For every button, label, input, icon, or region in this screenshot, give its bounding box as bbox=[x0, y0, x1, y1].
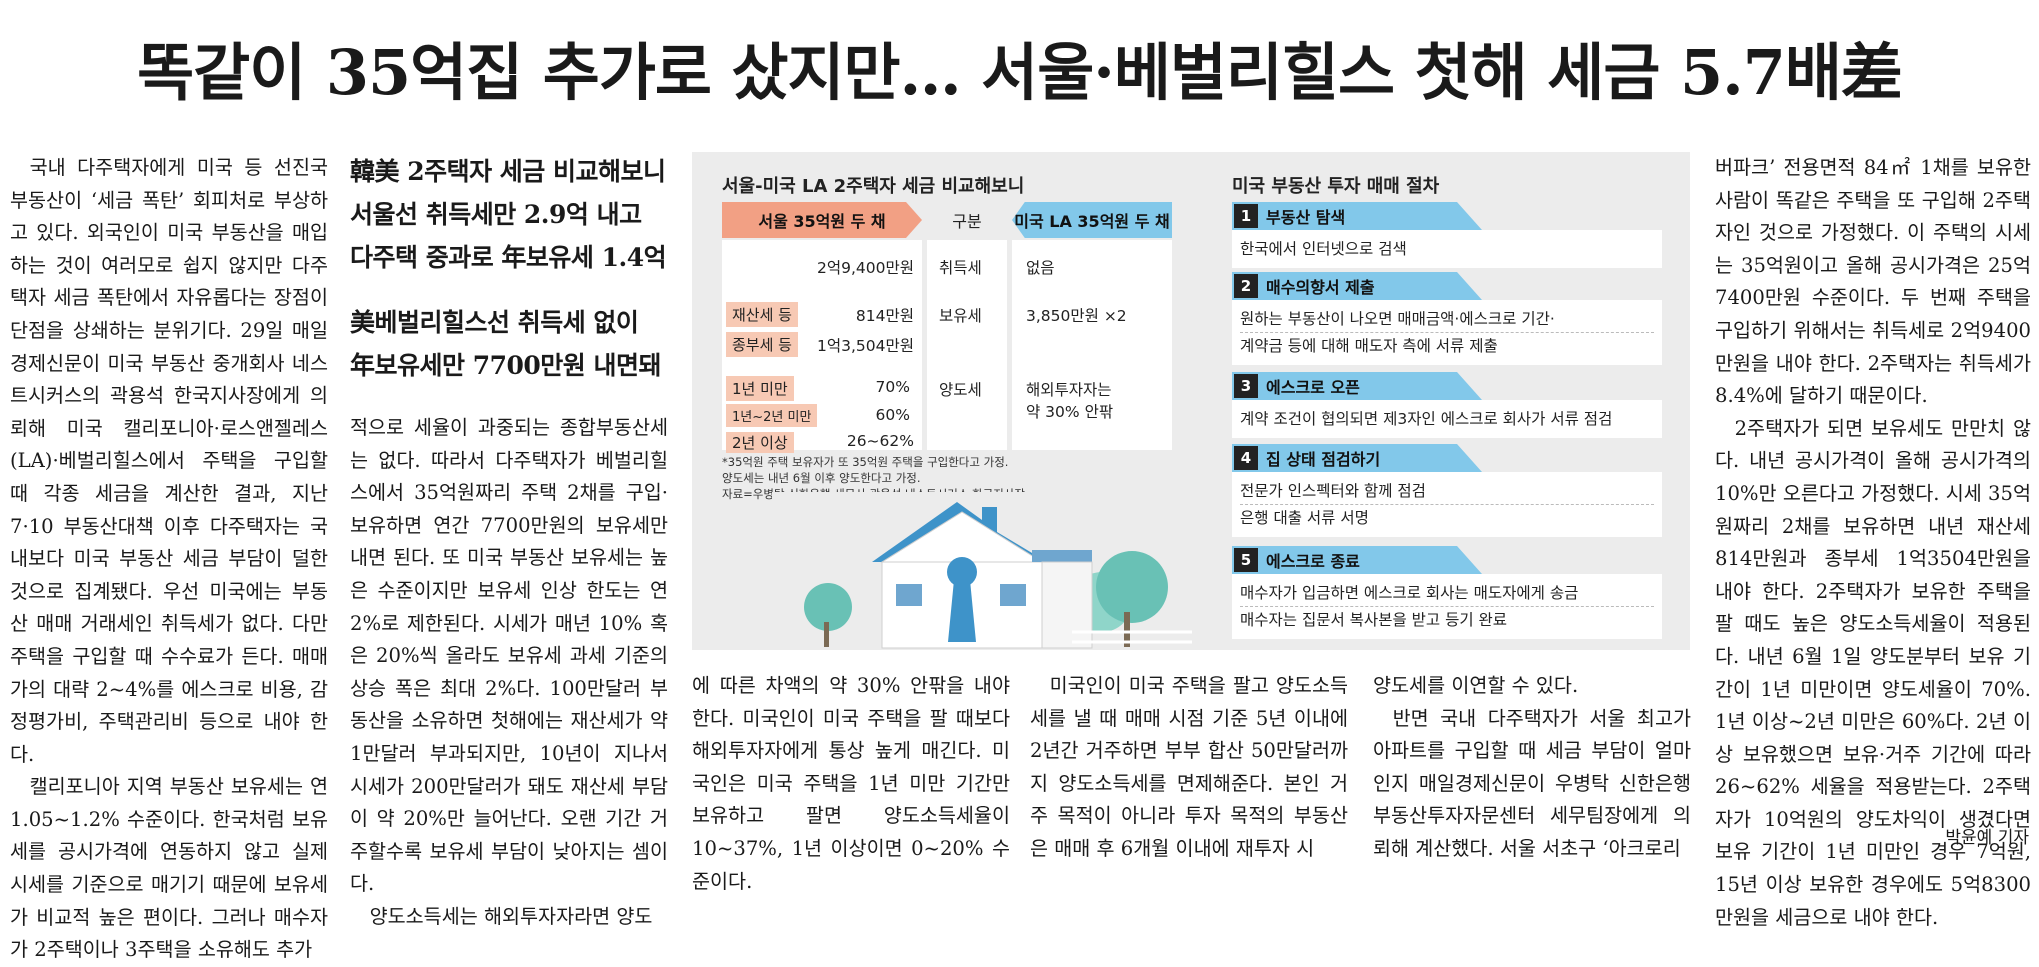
paragraph: 반면 국내 다주택자가 서울 최고가 아파트를 구입할 때 세금 부담이 얼마인… bbox=[1373, 706, 1691, 860]
subhead-line: 韓美 2주택자 세금 비교해보니 bbox=[350, 157, 666, 186]
note-line: *35억원 주택 보유자가 또 35억원 주택을 구입한다고 가정. bbox=[722, 455, 1009, 469]
category-panel: 취득세 보유세 양도세 bbox=[927, 240, 1007, 450]
row-acquisition: 취득세 bbox=[939, 259, 982, 277]
step-line: 원하는 부동산이 나오면 매매금액·에스크로 기간· bbox=[1240, 306, 1654, 333]
seoul-rate-1-2y: 60% bbox=[875, 406, 910, 424]
paragraph: 에 따른 차액의 약 30% 안팎을 내야 한다. 미국인이 미국 주택을 팔 … bbox=[692, 674, 1010, 893]
step-2-body: 원하는 부동산이 나오면 매매금액·에스크로 기간· 계약금 등에 대해 매도자… bbox=[1232, 300, 1662, 365]
step-title: 부동산 탐색 bbox=[1266, 208, 1346, 227]
seoul-comprehensive-tax: 1억3,504만원 bbox=[816, 337, 914, 355]
seoul-rate-over-2y: 26~62% bbox=[846, 432, 914, 450]
paragraph: 캘리포니아 지역 부동산 보유세는 연 1.05~1.2% 수준이다. 한국처럼… bbox=[10, 775, 328, 962]
paragraph: 2주택자가 되면 보유세도 만만치 않다. 내년 공시가격이 올해 공시가격의 … bbox=[1715, 416, 2031, 929]
subhead-line: 年보유세만 7700만원 내면돼 bbox=[350, 351, 662, 380]
step-number: 5 bbox=[1234, 548, 1258, 572]
article-column-2: 적으로 세율이 과중되는 종합부동산세는 없다. 따라서 다주택자가 베벌리힐스… bbox=[350, 412, 668, 934]
step-5-header: 5 에스크로 종료 bbox=[1232, 546, 1482, 574]
step-3-header: 3 에스크로 오픈 bbox=[1232, 372, 1482, 400]
step-4-header: 4 집 상태 점검하기 bbox=[1232, 444, 1482, 472]
la-acquisition-tax: 없음 bbox=[1026, 259, 1055, 277]
byline: 박윤예 기자 bbox=[1945, 828, 2029, 848]
la-transfer-tax-2: 약 30% 안팎 bbox=[1026, 403, 1114, 421]
article-column-3: 에 따른 차액의 약 30% 안팎을 내야 한다. 미국인이 미국 주택을 팔 … bbox=[692, 670, 1010, 898]
step-line: 계약금 등에 대해 매도자 측에 서류 제출 bbox=[1240, 337, 1498, 355]
article-column-5: 양도세를 이연할 수 있다. 반면 국내 다주택자가 서울 최고가 아파트를 구… bbox=[1373, 670, 1691, 866]
step-line: 매수자는 집문서 복사본을 받고 등기 완료 bbox=[1240, 611, 1508, 629]
row-transfer: 양도세 bbox=[939, 381, 982, 399]
subhead-line: 다주택 중과로 年보유세 1.4억 bbox=[350, 243, 667, 272]
article-column-6: 버파크’ 전용면적 84㎡ 1채를 보유한 사람이 똑같은 주택을 또 구입해 … bbox=[1715, 152, 2031, 934]
tag-property-tax: 재산세 등 bbox=[726, 302, 798, 327]
graphic-title-right: 미국 부동산 투자 매매 절차 bbox=[1232, 176, 1440, 197]
headline: 똑같이 35억집 추가로 샀지만… 서울·베벌리힐스 첫해 세금 5.7배差 bbox=[137, 36, 1903, 109]
step-number: 1 bbox=[1234, 204, 1258, 228]
step-title: 에스크로 종료 bbox=[1266, 552, 1360, 571]
step-title: 매수의향서 제출 bbox=[1266, 278, 1375, 297]
article-column-1: 국내 다주택자에게 미국 등 선진국 부동산이 ‘세금 폭탄’ 회피처로 부상하… bbox=[10, 152, 328, 967]
step-title: 에스크로 오픈 bbox=[1266, 378, 1360, 397]
step-title: 집 상태 점검하기 bbox=[1266, 450, 1381, 469]
paragraph: 미국인이 미국 주택을 팔고 양도소득세를 낼 때 매매 시점 기준 5년 이내… bbox=[1030, 674, 1348, 860]
seoul-property-tax: 814만원 bbox=[855, 307, 914, 325]
la-panel: 없음 3,850만원 ×2 해외투자자는 약 30% 안팎 bbox=[1012, 240, 1172, 450]
step-line: 계약 조건이 협의되면 제3자인 에스크로 회사가 서류 점검 bbox=[1240, 410, 1613, 428]
paragraph: 양도소득세는 해외투자자라면 양도 bbox=[369, 904, 653, 928]
subhead-line: 서울선 취득세만 2.9억 내고 bbox=[350, 200, 642, 229]
step-line: 전문가 인스펙터와 함께 점검 bbox=[1240, 478, 1654, 505]
row-holding: 보유세 bbox=[939, 307, 982, 325]
step-number: 3 bbox=[1234, 374, 1258, 398]
house-illustration bbox=[772, 492, 1192, 650]
subheadline: 韓美 2주택자 세금 비교해보니 서울선 취득세만 2.9억 내고 다주택 중과… bbox=[350, 150, 680, 387]
la-holding-tax: 3,850만원 ×2 bbox=[1026, 307, 1127, 325]
step-3-body: 계약 조건이 협의되면 제3자인 에스크로 회사가 서류 점검 bbox=[1232, 400, 1662, 438]
tag-comprehensive-tax: 종부세 등 bbox=[726, 332, 798, 357]
seoul-acquisition-tax: 2억9,400만원 bbox=[816, 259, 914, 277]
la-transfer-tax-1: 해외투자자는 bbox=[1026, 381, 1112, 399]
step-line: 은행 대출 서류 서명 bbox=[1240, 509, 1369, 527]
header-la: 미국 LA 35억원 두 채 bbox=[1012, 202, 1172, 238]
tag-under-1y: 1년 미만 bbox=[726, 376, 794, 401]
header-category: 구분 bbox=[952, 212, 982, 231]
step-2-header: 2 매수의향서 제출 bbox=[1232, 272, 1482, 300]
step-line: 한국에서 인터넷으로 검색 bbox=[1240, 240, 1407, 258]
step-1-body: 한국에서 인터넷으로 검색 bbox=[1232, 230, 1662, 268]
note-line: 양도세는 내년 6월 이후 양도한다고 가정. bbox=[722, 471, 921, 485]
tag-1-2y: 1년~2년 미만 bbox=[726, 404, 818, 427]
step-5-body: 매수자가 입금하면 에스크로 회사는 매도자에게 송금 매수자는 집문서 복사본… bbox=[1232, 574, 1662, 639]
tag-over-2y: 2년 이상 bbox=[726, 432, 794, 453]
article-column-4: 미국인이 미국 주택을 팔고 양도소득세를 낼 때 매매 시점 기준 5년 이내… bbox=[1030, 670, 1348, 866]
paragraph: 양도세를 이연할 수 있다. bbox=[1373, 674, 1579, 697]
header-seoul: 서울 35억원 두 채 bbox=[722, 202, 922, 238]
step-number: 2 bbox=[1234, 274, 1258, 298]
paragraph: 국내 다주택자에게 미국 등 선진국 부동산이 ‘세금 폭탄’ 회피처로 부상하… bbox=[10, 156, 328, 766]
seoul-rate-under-1y: 70% bbox=[875, 378, 910, 396]
step-4-body: 전문가 인스펙터와 함께 점검 은행 대출 서류 서명 bbox=[1232, 472, 1662, 537]
infographic: 서울-미국 LA 2주택자 세금 비교해보니 서울 35억원 두 채 구분 미국… bbox=[692, 152, 1690, 650]
paragraph: 버파크’ 전용면적 84㎡ 1채를 보유한 사람이 똑같은 주택을 또 구입해 … bbox=[1715, 156, 2031, 408]
paragraph: 적으로 세율이 과중되는 종합부동산세는 없다. 따라서 다주택자가 베벌리힐스… bbox=[350, 416, 668, 896]
seoul-panel: 2억9,400만원 재산세 등 814만원 종부세 등 1억3,504만원 1년… bbox=[722, 240, 922, 453]
graphic-title-left: 서울-미국 LA 2주택자 세금 비교해보니 bbox=[722, 176, 1025, 197]
subhead-line: 美베벌리힐스선 취득세 없이 bbox=[350, 308, 639, 337]
step-number: 4 bbox=[1234, 446, 1258, 470]
step-line: 매수자가 입금하면 에스크로 회사는 매도자에게 송금 bbox=[1240, 580, 1654, 607]
step-1-header: 1 부동산 탐색 bbox=[1232, 202, 1482, 230]
